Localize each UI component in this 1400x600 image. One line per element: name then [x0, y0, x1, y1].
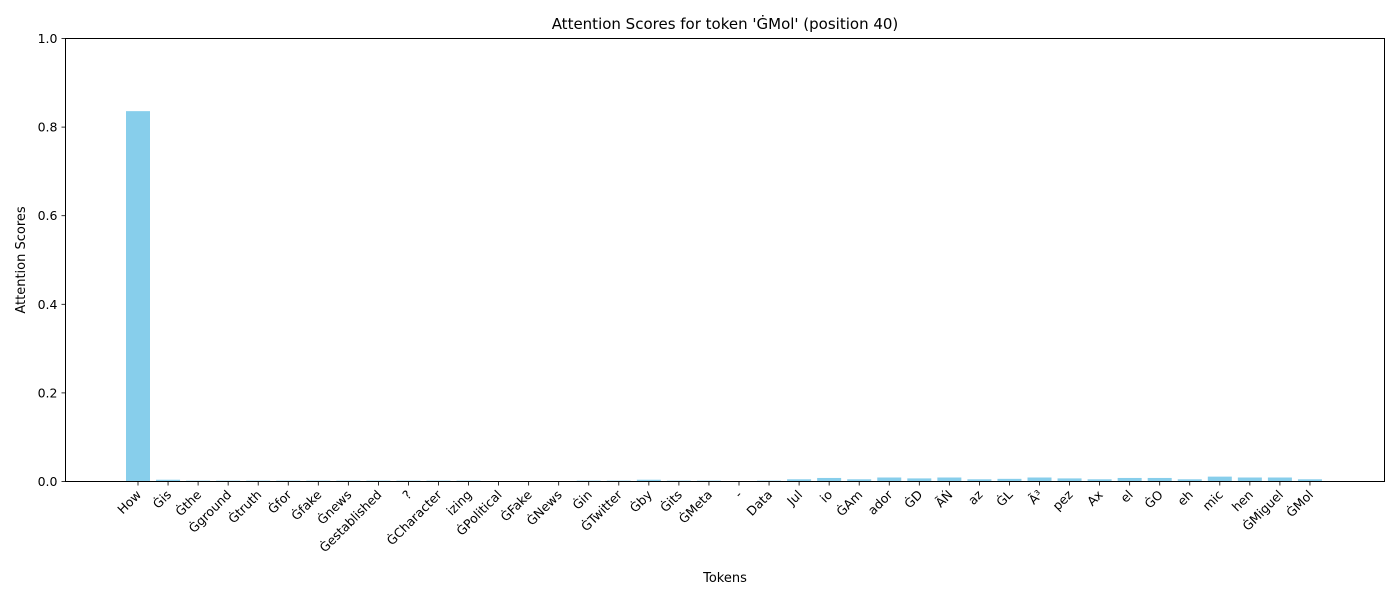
y-axis-label: Attention Scores [14, 206, 29, 314]
x-tick-label: io [817, 487, 835, 505]
x-tick-label: ÃŃ [932, 487, 955, 510]
bar [937, 477, 962, 482]
x-tick-label: ĠL [992, 486, 1015, 509]
bar [1027, 477, 1052, 482]
x-tick-label: How [114, 487, 144, 517]
x-tick-label: eh [1174, 487, 1196, 509]
bar [1177, 479, 1202, 482]
y-tick-label: 0.0 [38, 474, 58, 489]
bar [156, 479, 181, 482]
x-tick-label: ĠCharacter [383, 486, 445, 548]
bar [1207, 476, 1232, 482]
bar [126, 111, 150, 482]
bar [1117, 477, 1142, 482]
y-axis-ticks: 0.0 0.2 0.4 0.6 0.8 1.0 [38, 31, 66, 489]
x-tick-label: Ġtruth [224, 486, 264, 526]
bar [967, 479, 992, 482]
x-tick-label: Data [743, 487, 775, 519]
x-tick-label: ĠMol [1282, 486, 1316, 520]
y-tick-label: 0.8 [38, 120, 58, 135]
x-axis-label: Tokens [702, 571, 747, 586]
bar [1087, 479, 1112, 482]
bar [907, 478, 932, 482]
x-tick-label: ĠO [1141, 486, 1166, 511]
y-tick-label: 0.2 [38, 385, 58, 400]
bar [1237, 477, 1262, 482]
bar [787, 479, 812, 482]
bar [636, 479, 661, 482]
bar [1267, 477, 1292, 482]
x-tick-label: ĠD [900, 486, 925, 511]
x-tick-label: pez [1049, 487, 1076, 514]
x-tick-label: ador [865, 486, 896, 517]
x-tick-label: - [731, 487, 745, 501]
y-tick-label: 0.6 [38, 208, 58, 223]
x-tick-label: el [1117, 487, 1136, 506]
x-tick-label: Ġin [569, 486, 595, 512]
x-tick-label: Jul [783, 487, 805, 509]
bar [817, 477, 842, 482]
x-tick-label: Ax [1084, 487, 1106, 509]
x-tick-label: ? [399, 487, 414, 502]
bar [997, 478, 1022, 482]
x-tick-label: az [965, 487, 986, 508]
plot-frame [65, 38, 1385, 482]
x-tick-label: ĠMeta [675, 486, 715, 526]
y-tick-label: 1.0 [38, 31, 58, 46]
x-tick-label: ĠAm [832, 486, 865, 519]
chart-title: Attention Scores for token 'ĠMol' (posit… [552, 14, 899, 33]
x-tick-label: Ġby [626, 486, 655, 515]
bar [1057, 478, 1082, 482]
x-tick-label: mic [1199, 487, 1226, 514]
x-tick-label: Ġis [149, 486, 174, 511]
y-tick-label: 0.4 [38, 297, 58, 312]
bar [1297, 479, 1322, 482]
bars-group [126, 111, 1322, 482]
x-tick-label: Ã³ [1025, 487, 1045, 507]
bar [847, 479, 872, 482]
bar [877, 477, 902, 482]
bar [1147, 477, 1172, 482]
